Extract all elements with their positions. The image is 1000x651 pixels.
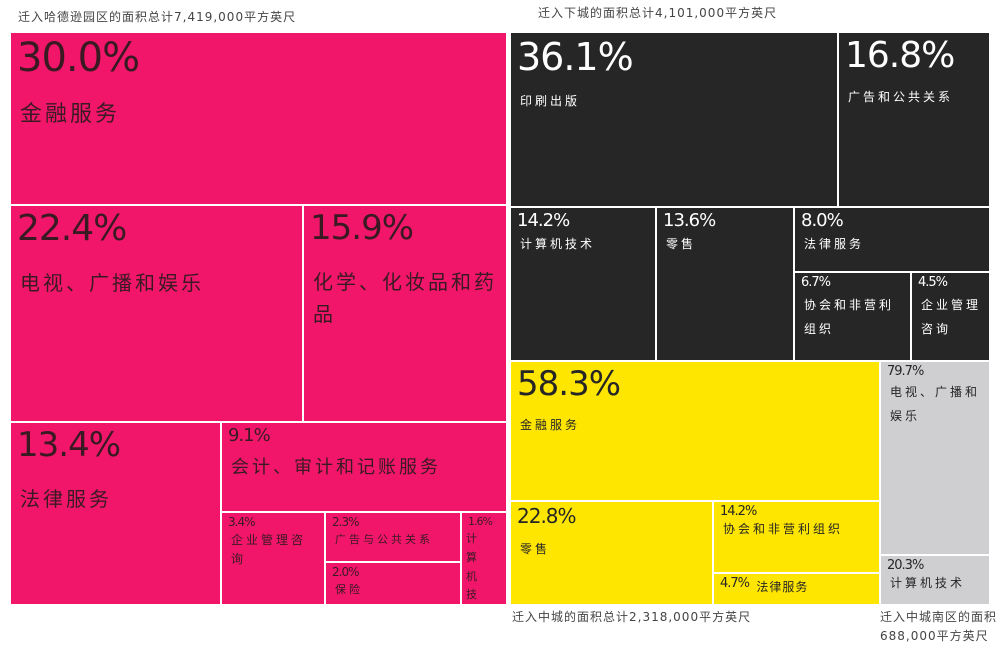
- cell-percent: 8.0%: [801, 210, 844, 231]
- cell-label: 广告和公共关系: [848, 89, 954, 104]
- cell-label: 金融服务: [520, 418, 581, 433]
- caption-midtown: 迁入中城的面积总计2,318,000平方英尺: [512, 610, 752, 624]
- cell-percent: 4.5%: [918, 275, 948, 290]
- caption-midtown-south: 迁入中城南区的面积: [880, 610, 998, 624]
- cell-label: 协会和非营利组织: [804, 297, 895, 336]
- treemap-cell-harlem-8: 1.6% 计算机技术: [461, 512, 507, 605]
- cell-percent: 79.7%: [887, 364, 924, 379]
- cell-label: 计算机技术: [520, 237, 596, 252]
- cell-label: 广告与公共关系: [335, 532, 433, 546]
- treemap-cell-lower-1: 16.8% 广告和公共关系: [838, 32, 990, 207]
- cell-label: 零售: [520, 542, 551, 556]
- caption-harlem: 迁入哈德逊园区的面积总计7,419,000平方英尺: [18, 10, 297, 24]
- treemap-cell-midtown_south-0: 79.7% 电视、广播和娱乐: [880, 361, 990, 555]
- cell-label: 法律服务: [20, 487, 112, 512]
- treemap-cell-lower-4: 8.0% 法律服务: [794, 207, 990, 272]
- cell-percent: 30.0%: [17, 35, 140, 81]
- treemap-cell-harlem-2: 15.9% 化学、化妆品和药品: [303, 205, 507, 422]
- treemap-cell-lower-6: 4.5% 企业管理咨询: [911, 272, 990, 361]
- cell-label: 计算机技术: [466, 532, 477, 602]
- cell-percent: 3.4%: [228, 515, 255, 529]
- treemap-cell-harlem-5: 3.4% 企业管理咨询: [221, 512, 325, 605]
- caption-lower: 迁入下城的面积总计4,101,000平方英尺: [538, 6, 778, 20]
- cell-label: 化学、化妆品和药品: [313, 270, 497, 327]
- treemap-cell-harlem-4: 9.1% 会计、审计和记账服务: [221, 422, 507, 512]
- cell-label: 电视、广播和娱乐: [890, 384, 981, 423]
- treemap-cell-lower-5: 6.7% 协会和非营利组织: [794, 272, 911, 361]
- cell-label: 零售: [666, 237, 697, 252]
- treemap-cell-harlem-7: 2.0% 保险: [325, 562, 461, 605]
- cell-percent: 15.9%: [310, 208, 414, 248]
- cell-percent: 6.7%: [801, 275, 831, 290]
- cell-percent: 2.0%: [332, 565, 359, 579]
- treemap-cell-midtown-1: 22.8% 零售: [510, 501, 713, 605]
- treemap-cell-lower-3: 13.6% 零售: [656, 207, 794, 361]
- treemap-cell-harlem-3: 13.4% 法律服务: [10, 422, 221, 605]
- cell-label: 计算机技术: [890, 575, 966, 590]
- cell-percent: 58.3%: [517, 364, 621, 404]
- cell-percent: 4.7%: [720, 576, 750, 591]
- cell-percent: 2.3%: [332, 515, 359, 529]
- cell-percent: 1.6%: [468, 515, 493, 528]
- cell-percent: 9.1%: [228, 425, 271, 446]
- caption-midtown-south-area: 688,000平方英尺: [880, 629, 989, 643]
- cell-label: 法律服务: [756, 580, 809, 594]
- treemap-cell-lower-0: 36.1% 印刷出版: [510, 32, 838, 207]
- cell-percent: 14.2%: [720, 504, 757, 519]
- cell-label: 会计、审计和记账服务: [231, 457, 441, 479]
- cell-label: 协会和非营利组织: [723, 521, 844, 536]
- treemap-cell-midtown-2: 14.2% 协会和非营利组织: [713, 501, 880, 573]
- cell-label: 保险: [335, 582, 363, 596]
- treemap-cell-harlem-6: 2.3% 广告与公共关系: [325, 512, 461, 562]
- cell-percent: 13.6%: [663, 210, 716, 231]
- treemap-cell-harlem-0: 30.0% 金融服务: [10, 32, 507, 205]
- cell-percent: 16.8%: [845, 35, 955, 76]
- cell-percent: 22.4%: [17, 208, 127, 249]
- treemap-cell-lower-2: 14.2% 计算机技术: [510, 207, 656, 361]
- cell-label: 企业管理咨询: [921, 297, 982, 336]
- treemap-cell-midtown_south-1: 20.3% 计算机技术: [880, 555, 990, 605]
- cell-percent: 13.4%: [17, 425, 121, 465]
- cell-label: 法律服务: [804, 237, 865, 252]
- cell-percent: 20.3%: [887, 558, 924, 573]
- cell-label: 金融服务: [20, 102, 121, 127]
- cell-percent: 14.2%: [517, 210, 570, 231]
- cell-label: 企业管理咨询: [231, 532, 307, 566]
- cell-percent: 36.1%: [517, 35, 634, 79]
- treemap-cell-midtown-0: 58.3% 金融服务: [510, 361, 880, 501]
- cell-label: 印刷出版: [520, 94, 581, 109]
- treemap-cell-midtown-3: 4.7% 法律服务: [713, 573, 880, 605]
- cell-percent: 22.8%: [517, 504, 577, 528]
- cell-label: 电视、广播和娱乐: [20, 270, 204, 295]
- treemap-cell-harlem-1: 22.4% 电视、广播和娱乐: [10, 205, 303, 422]
